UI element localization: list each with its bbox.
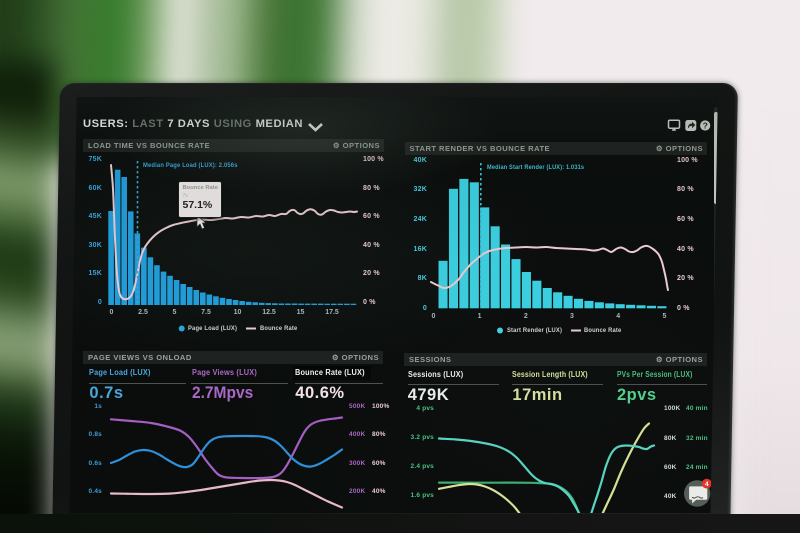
svg-text:?: ? <box>703 121 708 131</box>
svg-text:4: 4 <box>705 481 709 488</box>
